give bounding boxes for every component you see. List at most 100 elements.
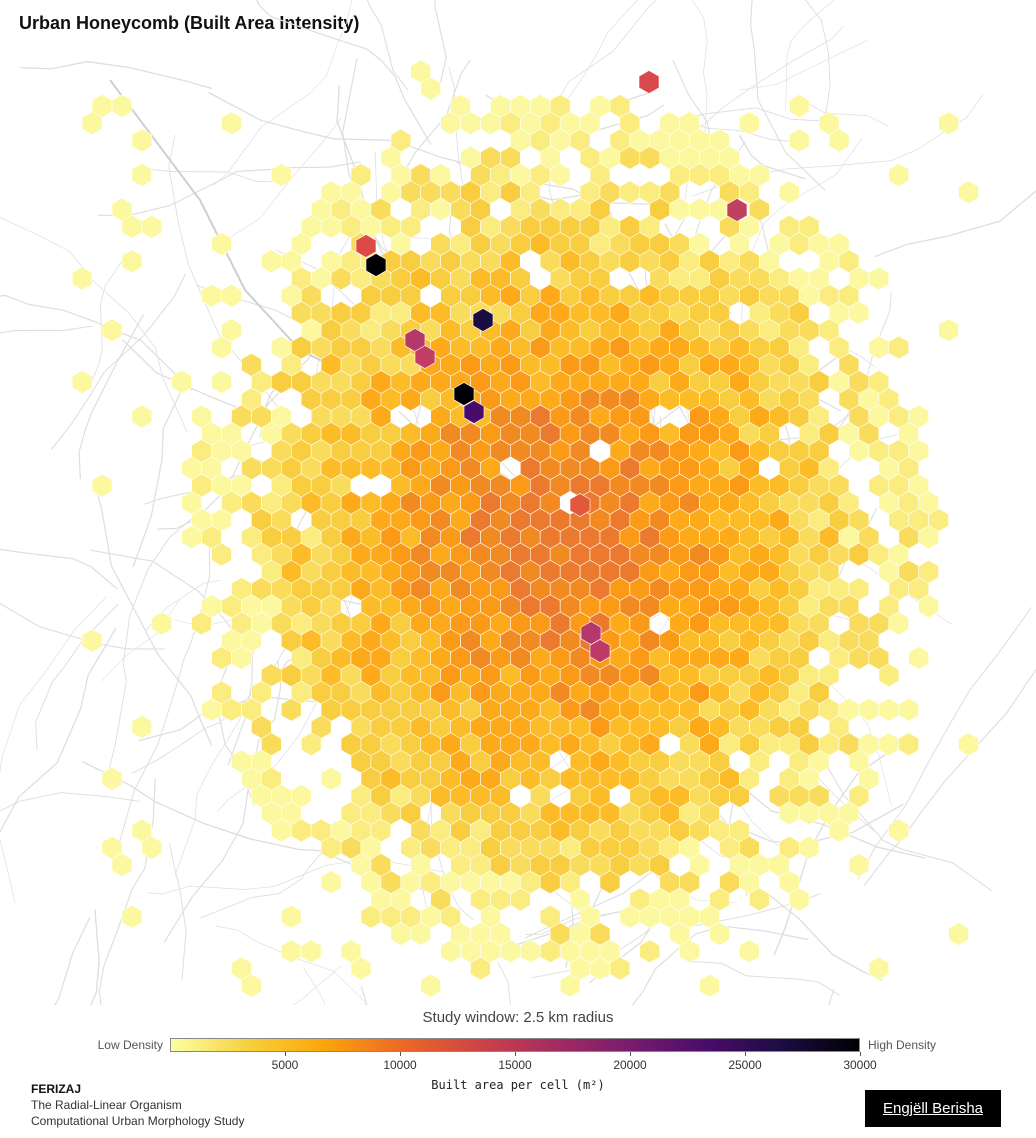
road-line bbox=[256, 0, 432, 145]
road-line bbox=[360, 986, 367, 1005]
hex-cell bbox=[938, 111, 959, 136]
road-line bbox=[98, 778, 156, 1005]
author-link-button[interactable]: Engjëll Berisha bbox=[865, 1090, 1001, 1127]
road-line bbox=[497, 962, 511, 1005]
hex-cell bbox=[788, 128, 810, 153]
study-window-label: Study window: 2.5 km radius bbox=[422, 1009, 614, 1026]
legend-high-label: High Density bbox=[868, 1038, 937, 1052]
legend-tick-label: 25000 bbox=[728, 1058, 762, 1072]
legend-tick-mark bbox=[629, 1052, 631, 1056]
hex-cell bbox=[559, 973, 581, 998]
hex-cell bbox=[749, 887, 770, 912]
road-line bbox=[169, 842, 187, 981]
road-line bbox=[0, 217, 188, 433]
hex-cell bbox=[689, 197, 710, 222]
hex-cell bbox=[709, 922, 730, 946]
road-line bbox=[692, 961, 840, 996]
hex-cell bbox=[211, 542, 232, 567]
hex-cell bbox=[211, 232, 232, 256]
road-line bbox=[857, 607, 1032, 880]
hex-cell bbox=[609, 956, 631, 981]
hex-cell bbox=[121, 904, 143, 929]
road-line bbox=[366, 0, 409, 91]
hex-cell bbox=[778, 180, 800, 205]
hex-cell bbox=[938, 318, 959, 343]
hex-cell bbox=[101, 318, 123, 343]
road-line bbox=[434, 0, 447, 85]
road-line bbox=[213, 0, 353, 186]
hex-cell-hotspot bbox=[589, 639, 611, 663]
hex-cell-hotspot bbox=[569, 493, 591, 517]
hex-cell bbox=[420, 973, 442, 998]
road-line bbox=[303, 967, 326, 1005]
hex-cell bbox=[111, 853, 133, 877]
road-line bbox=[217, 695, 321, 812]
hex-cell bbox=[81, 111, 103, 136]
hex-cell bbox=[131, 404, 153, 429]
hex-cell bbox=[878, 663, 900, 688]
hex-cell bbox=[878, 697, 900, 722]
hex-cell bbox=[619, 180, 641, 205]
road-line bbox=[20, 60, 213, 90]
footer-subtitle: The Radial-Linear Organism bbox=[31, 1098, 182, 1112]
hex-cell-hotspot bbox=[365, 253, 387, 277]
legend-tick-label: 15000 bbox=[498, 1058, 532, 1072]
hex-cell bbox=[599, 870, 621, 895]
road-line bbox=[106, 511, 200, 781]
road-line bbox=[35, 603, 119, 751]
hex-cell bbox=[111, 94, 133, 118]
road-line bbox=[750, 0, 826, 191]
road-line bbox=[132, 378, 188, 568]
hex-cell bbox=[211, 335, 232, 360]
hex-cell bbox=[639, 939, 661, 964]
legend-tick-mark bbox=[284, 1052, 286, 1056]
hex-cell bbox=[171, 370, 192, 394]
hex-cell bbox=[918, 594, 939, 619]
road-line bbox=[785, 0, 835, 111]
hex-cell-hotspot bbox=[472, 308, 494, 332]
hex-cell bbox=[231, 646, 252, 670]
hex-cell bbox=[848, 301, 870, 325]
legend-tick-mark bbox=[514, 1052, 516, 1056]
hex-cell bbox=[798, 835, 820, 860]
road-line bbox=[828, 291, 892, 440]
road-line bbox=[804, 0, 831, 122]
legend-tick-mark bbox=[859, 1052, 861, 1056]
hex-cell-hotspot bbox=[726, 198, 748, 222]
hex-cell bbox=[350, 956, 372, 981]
road-line bbox=[631, 925, 809, 1005]
hex-cell bbox=[261, 249, 282, 274]
hex-cell bbox=[81, 628, 103, 653]
hex-cell bbox=[848, 853, 870, 877]
hex-cell bbox=[519, 939, 541, 964]
hex-cell bbox=[280, 697, 302, 722]
road-line bbox=[50, 273, 187, 450]
road-line bbox=[0, 294, 193, 392]
road-line bbox=[89, 549, 250, 651]
hex-cell bbox=[191, 611, 212, 636]
hex-cell bbox=[828, 128, 850, 153]
legend-tick-label: 30000 bbox=[843, 1058, 877, 1072]
hex-cell-hotspot bbox=[580, 621, 602, 645]
hex-cell bbox=[141, 835, 163, 860]
hex-cell bbox=[729, 784, 750, 808]
legend-axis-label: Built area per cell (m²) bbox=[431, 1078, 605, 1092]
footer-study: Computational Urban Morphology Study bbox=[31, 1114, 245, 1128]
legend-low-label: Low Density bbox=[97, 1038, 163, 1052]
hex-cell bbox=[131, 128, 153, 153]
road-line bbox=[0, 596, 107, 903]
hex-cell bbox=[878, 732, 900, 757]
hex-cell bbox=[888, 163, 910, 187]
hex-cell-hotspot bbox=[453, 382, 475, 406]
road-line bbox=[100, 599, 180, 682]
hex-cell bbox=[739, 939, 760, 964]
road-line bbox=[0, 628, 117, 834]
legend-tick-label: 10000 bbox=[383, 1058, 417, 1072]
hex-cell bbox=[828, 818, 850, 843]
hex-cell-hotspot bbox=[355, 234, 377, 258]
hex-cell bbox=[131, 715, 153, 739]
hex-cell bbox=[898, 732, 920, 757]
hex-cell bbox=[788, 94, 810, 118]
hex-cell bbox=[320, 766, 342, 791]
hex-cell bbox=[868, 266, 890, 291]
